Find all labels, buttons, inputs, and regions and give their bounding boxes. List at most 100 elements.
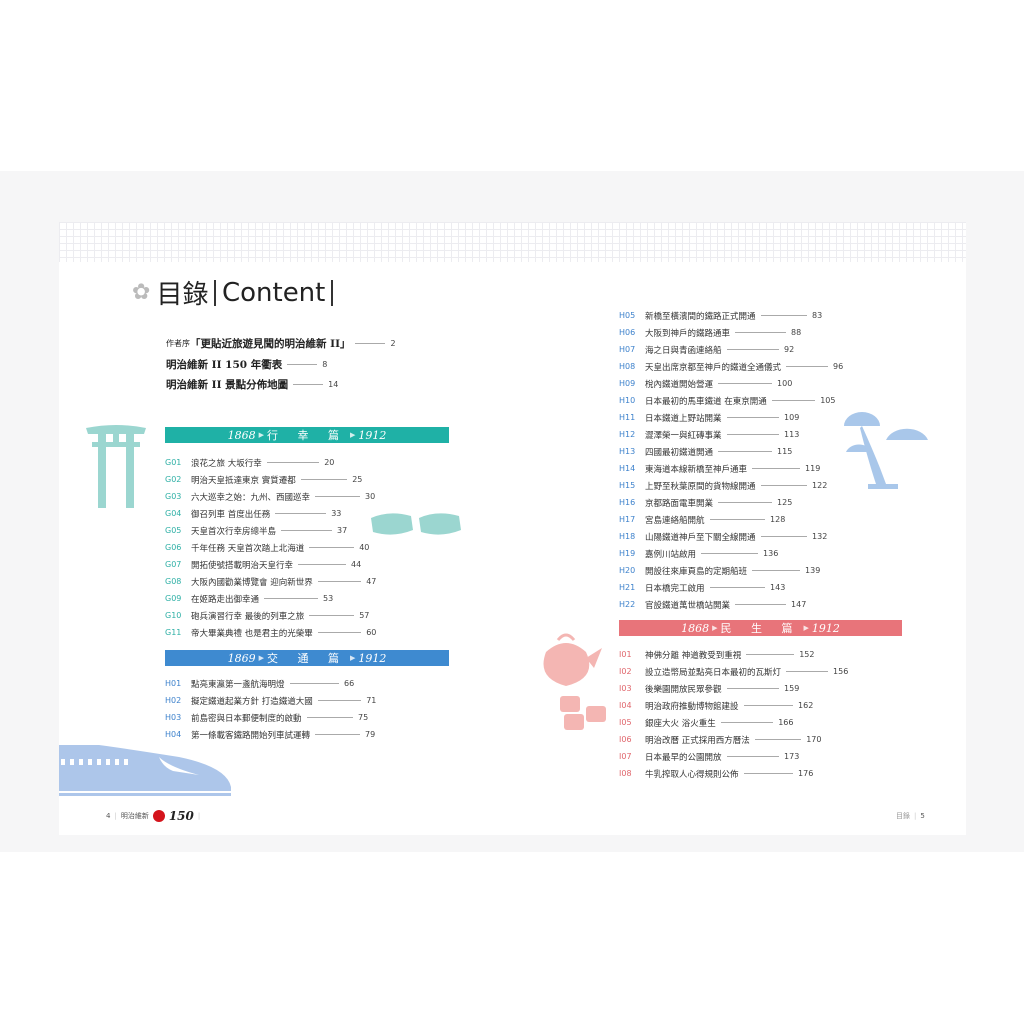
page-number-right: 5 [920, 812, 925, 820]
toc-entry[interactable]: H01 點亮東瀛第一盞航海明燈 66 [165, 675, 376, 692]
entry-title: 四國最初鐵道開通 [645, 447, 714, 458]
leader-line [718, 383, 773, 384]
entry-title: 神佛分離 神道教受到重視 [645, 650, 742, 661]
toc-entry[interactable]: G08 大阪內國勸業博覽會 迎向新世界 47 [165, 573, 376, 590]
entry-title: 明治改曆 正式採用西方曆法 [645, 735, 750, 746]
entry-page: 96 [833, 362, 844, 371]
entry-code: I07 [619, 752, 632, 761]
toc-entry[interactable]: H02 擬定鐵道起業方針 打造鐵道大國 71 [165, 692, 376, 709]
entry-title: 開設往來庫頁島的定期船班 [645, 566, 748, 577]
leader-line [786, 671, 829, 672]
entry-code: G04 [165, 509, 182, 518]
leader-line [743, 773, 794, 774]
toc-entry[interactable]: H15 上野至秋葉原間的貨物線開通 122 [619, 477, 843, 494]
toc-entry[interactable]: I06 明治改曆 正式採用西方曆法 170 [619, 731, 848, 748]
toc-entry[interactable]: H16 京都路面電車開業 125 [619, 494, 843, 511]
entry-code: H08 [619, 362, 636, 371]
arrow-icon: ▶ [712, 624, 718, 632]
entry-page: 105 [820, 396, 836, 405]
entry-title: 帝大畢業典禮 也是君主的光榮畢 [191, 628, 313, 639]
toc-entry[interactable]: I01 神佛分離 神道教受到重視 152 [619, 646, 848, 663]
arrow-icon: ▶ [350, 431, 356, 439]
entry-page: 132 [812, 532, 828, 541]
toc-entry[interactable]: H03 前島密與日本郵便制度的啟動 75 [165, 709, 376, 726]
toc-entry[interactable]: G02 明治天皇抵達東京 實質遷都 25 [165, 471, 376, 488]
entry-code: I01 [619, 650, 632, 659]
leader-line [300, 479, 348, 480]
entry-title: 天皇出席京都至神戶的鐵道全通儀式 [645, 362, 782, 373]
entry-page: 156 [833, 667, 849, 676]
entry-title: 大阪內國勸業博覽會 迎向新世界 [191, 577, 313, 588]
entry-code: I06 [619, 735, 632, 744]
entry-code: H01 [165, 679, 182, 688]
toc-entry[interactable]: H06 大阪到神戶的鐵路通車 88 [619, 324, 843, 341]
leader-line [754, 739, 802, 740]
toc-entry[interactable]: G01 浪花之旅 大坂行幸 20 [165, 454, 376, 471]
toc-entry[interactable]: H12 澀澤榮一與紅磚事業 113 [619, 426, 843, 443]
entry-page: 136 [763, 549, 779, 558]
leader-line [315, 496, 361, 497]
toc-entry[interactable]: G04 御召列車 首度出任務 33 [165, 505, 376, 522]
toc-entry[interactable]: H21 日本橋完工啟用 143 [619, 579, 843, 596]
toc-entry[interactable]: H22 官設鐵道萬世橋站開業 147 [619, 596, 843, 613]
intro-entry[interactable]: 明治維新 II 150 年衢表 8 [166, 357, 327, 372]
section-name: 交 通 篇 [267, 652, 347, 665]
toc-entry[interactable]: H11 日本鐵道上野站開業 109 [619, 409, 843, 426]
entry-page: 113 [784, 430, 800, 439]
entry-code: H10 [619, 396, 636, 405]
entry-code: G08 [165, 577, 182, 586]
entry-page: 139 [805, 566, 821, 575]
toc-entry[interactable]: H13 四國最初鐵道開通 115 [619, 443, 843, 460]
toc-entry[interactable]: G03 六大巡幸之始：九州、西國巡幸 30 [165, 488, 376, 505]
toc-entry[interactable]: H09 梲內鐵道開始營運 100 [619, 375, 843, 392]
entry-title: 御召列車 首度出任務 [191, 509, 271, 520]
toc-entry[interactable]: I08 牛乳搾取人心得規則公佈 176 [619, 765, 848, 782]
toc-entry[interactable]: G07 開拓使號搭載明治天皇行幸 44 [165, 556, 376, 573]
toc-entry[interactable]: I05 銀座大火 浴火重生 166 [619, 714, 848, 731]
toc-entry[interactable]: G05 天皇首次行幸房總半島 37 [165, 522, 376, 539]
toc-entry[interactable]: H20 開設往來庫頁島的定期船班 139 [619, 562, 843, 579]
toc-entry[interactable]: G10 砲兵演習行幸 最後的列車之旅 57 [165, 607, 376, 624]
entry-title: 銀座大火 浴火重生 [645, 718, 716, 729]
toc-entry[interactable]: H19 嘉例川站啟用 136 [619, 545, 843, 562]
page-spread [59, 222, 966, 835]
toc-entry[interactable]: H05 新橋至橫濱間的鐵路正式開通 83 [619, 307, 843, 324]
arrow-icon: ▶ [350, 654, 356, 662]
leader-line [760, 485, 808, 486]
teapot-icon [543, 633, 606, 730]
toc-entry[interactable]: H17 宮島連絡船開航 128 [619, 511, 843, 528]
toc-entry[interactable]: G06 千年任務 天皇首次踏上北海道 40 [165, 539, 376, 556]
section-band-gyoko: 1868 ▶ 行 幸 篇 ▶ 1912 [165, 427, 449, 443]
entry-code: H05 [619, 311, 636, 320]
toc-entry[interactable]: I07 日本最早的公園開放 173 [619, 748, 848, 765]
toc-entry[interactable]: G11 帝大畢業典禮 也是君主的光榮畢 60 [165, 624, 376, 641]
toc-entry[interactable]: H10 日本最初的馬車鐵道 在東京開通 105 [619, 392, 843, 409]
entry-code: H06 [619, 328, 636, 337]
entry-code: H19 [619, 549, 636, 558]
entry-page: 66 [344, 679, 355, 688]
entry-page: 33 [331, 509, 342, 518]
toc-entry[interactable]: H14 東海道本線新橋至神戶通車 119 [619, 460, 843, 477]
toc-entry[interactable]: H08 天皇出席京都至神戶的鐵道全通儀式 96 [619, 358, 843, 375]
toc-entry[interactable]: G09 在姬路走出御幸通 53 [165, 590, 376, 607]
leader-line [718, 502, 773, 503]
entry-title: 日本橋完工啟用 [645, 583, 705, 594]
entry-code: G06 [165, 543, 182, 552]
toc-entry[interactable]: H18 山陽鐵道神戶至下關全線開通 132 [619, 528, 843, 545]
toc-entry[interactable]: I03 後樂園開放民眾參觀 159 [619, 680, 848, 697]
toc-entry[interactable]: H04 第一條載客鐵路開始列車試運轉 79 [165, 726, 376, 743]
red-sun-icon [152, 810, 165, 822]
toc-list-kotsu-left: H01 點亮東瀛第一盞航海明燈 66 H02 擬定鐵道起業方針 打造鐵道大國 71 H03 前… [165, 675, 376, 743]
entry-page: 44 [351, 560, 362, 569]
entry-title: 砲兵演習行幸 最後的列車之旅 [191, 611, 305, 622]
toc-entry[interactable]: H07 海之日與青函連絡船 92 [619, 341, 843, 358]
leader-line [309, 547, 355, 548]
intro-page: 2 [390, 339, 396, 348]
toc-entry[interactable]: I04 明治政府推動博物館建設 162 [619, 697, 848, 714]
intro-entry[interactable]: 明治維新 II 景點分佈地圖 14 [166, 377, 338, 392]
leader-line [746, 654, 795, 655]
entry-title: 新橋至橫濱間的鐵路正式開通 [645, 311, 756, 322]
toc-entry[interactable]: I02 設立造幣局並點亮日本最初的瓦斯灯 156 [619, 663, 848, 680]
leader-line [726, 756, 780, 757]
intro-entry[interactable]: 作者序 「更貼近旅遊見聞的明治維新 II」 2 [166, 336, 396, 351]
